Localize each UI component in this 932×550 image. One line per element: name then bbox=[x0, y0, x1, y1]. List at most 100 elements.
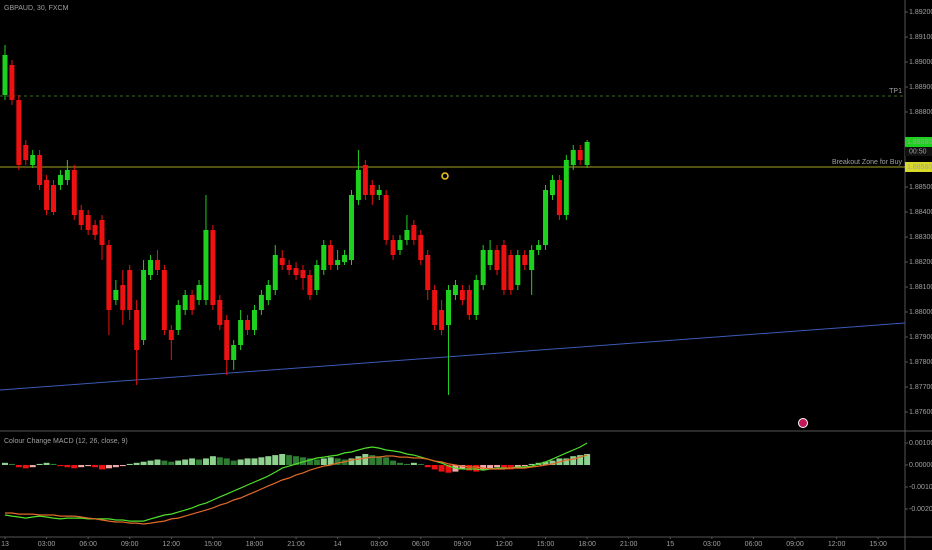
histogram-bar bbox=[161, 460, 168, 466]
candle-body bbox=[515, 255, 521, 285]
histogram-bar bbox=[50, 463, 57, 466]
candle-body bbox=[279, 258, 285, 265]
y-tick-label: 1.88800 bbox=[909, 109, 932, 116]
histogram-bar bbox=[320, 458, 327, 466]
histogram-bar bbox=[473, 465, 480, 472]
candle-body bbox=[286, 265, 292, 270]
histogram-bar bbox=[445, 465, 452, 473]
candle-body bbox=[348, 195, 354, 260]
histogram-bar bbox=[390, 460, 397, 466]
candle-body bbox=[529, 250, 535, 270]
candle-body bbox=[30, 155, 36, 165]
candle-body bbox=[134, 310, 140, 350]
x-tick-label: 14 bbox=[334, 541, 342, 548]
histogram-bar bbox=[182, 459, 189, 466]
candle-body bbox=[425, 255, 431, 290]
histogram-bar bbox=[528, 463, 535, 466]
candle-body bbox=[369, 185, 375, 195]
chart-title: GBPAUD, 30, FXCM bbox=[4, 5, 69, 12]
candle-body bbox=[224, 320, 230, 360]
candle-body bbox=[265, 285, 271, 300]
candle-body bbox=[92, 225, 98, 235]
histogram-bar bbox=[112, 465, 119, 468]
x-tick-label: 15:00 bbox=[869, 541, 887, 548]
histogram-bar bbox=[500, 465, 507, 469]
histogram-bar bbox=[78, 465, 85, 468]
candle-body bbox=[64, 170, 70, 180]
candle-body bbox=[508, 255, 514, 290]
y-tick-label: 1.88300 bbox=[909, 234, 932, 241]
histogram-bar bbox=[64, 465, 71, 468]
x-tick-label: 15:00 bbox=[537, 541, 555, 548]
histogram-bar bbox=[279, 454, 286, 466]
histogram-bar bbox=[8, 463, 15, 466]
candle-body bbox=[182, 295, 188, 310]
histogram-bar bbox=[209, 456, 216, 466]
x-tick-label: 21:00 bbox=[620, 541, 638, 548]
candle-body bbox=[404, 230, 410, 240]
candle-body bbox=[154, 260, 160, 270]
candle-body bbox=[113, 290, 119, 300]
histogram-bar bbox=[299, 457, 306, 466]
candle-body bbox=[321, 245, 327, 270]
histogram-bar bbox=[133, 462, 140, 466]
candle-body bbox=[2, 55, 8, 95]
histogram-bar bbox=[487, 465, 494, 469]
y-tick-label: 1.87900 bbox=[909, 334, 932, 341]
histogram-bar bbox=[126, 463, 133, 466]
x-tick-label: 18:00 bbox=[246, 541, 264, 548]
histogram-bar bbox=[168, 461, 175, 466]
candle-body bbox=[480, 250, 486, 285]
histogram-bar bbox=[383, 457, 390, 466]
histogram-bar bbox=[43, 462, 50, 466]
x-tick-label: 12:00 bbox=[163, 541, 181, 548]
candle-body bbox=[501, 245, 507, 290]
candle-body bbox=[148, 260, 154, 275]
candle-body bbox=[189, 295, 195, 310]
x-tick-label: 03:00 bbox=[370, 541, 388, 548]
candle-body bbox=[51, 185, 57, 212]
histogram-bar bbox=[417, 463, 424, 466]
alert-icon[interactable] bbox=[441, 172, 449, 180]
histogram-bar bbox=[196, 459, 203, 466]
histogram-bar bbox=[36, 463, 43, 466]
candle-body bbox=[57, 175, 63, 185]
candle-body bbox=[314, 265, 320, 290]
histogram-bar bbox=[147, 460, 154, 466]
countdown: 00:50 bbox=[909, 148, 927, 155]
histogram-bar bbox=[466, 465, 473, 471]
histogram-bar bbox=[577, 455, 584, 466]
candle-body bbox=[78, 210, 84, 225]
candle-body bbox=[411, 225, 417, 240]
histogram-bar bbox=[29, 465, 36, 468]
histogram-bar bbox=[334, 458, 341, 466]
histogram-bar bbox=[313, 459, 320, 466]
histogram-bar bbox=[494, 465, 501, 468]
candle-body bbox=[577, 150, 583, 160]
x-tick-label: 12:00 bbox=[495, 541, 513, 548]
candle-body bbox=[522, 255, 528, 265]
histogram-bar bbox=[22, 465, 29, 469]
candle-body bbox=[473, 280, 479, 315]
histogram-bar bbox=[362, 454, 369, 466]
indicator-title: Colour Change MACD (12, 26, close, 9) bbox=[4, 438, 128, 445]
candle-body bbox=[9, 65, 15, 100]
candle-body bbox=[418, 235, 424, 260]
histogram-bar bbox=[154, 459, 161, 466]
histogram-bar bbox=[293, 456, 300, 466]
candle-body bbox=[543, 190, 549, 245]
y-tick-label: 1.88900 bbox=[909, 84, 932, 91]
x-tick-label: 15:00 bbox=[204, 541, 222, 548]
histogram-bar bbox=[216, 457, 223, 466]
candle-body bbox=[272, 255, 278, 290]
event-icon[interactable] bbox=[798, 418, 808, 428]
candle-body bbox=[71, 170, 77, 215]
histogram-bar bbox=[189, 458, 196, 466]
y-tick-label: 1.89100 bbox=[909, 34, 932, 41]
histogram-bar bbox=[542, 461, 549, 466]
histogram-bar bbox=[140, 461, 147, 466]
histogram-bar bbox=[306, 458, 313, 466]
x-tick-label: 09:00 bbox=[454, 541, 472, 548]
candle-body bbox=[23, 145, 29, 160]
